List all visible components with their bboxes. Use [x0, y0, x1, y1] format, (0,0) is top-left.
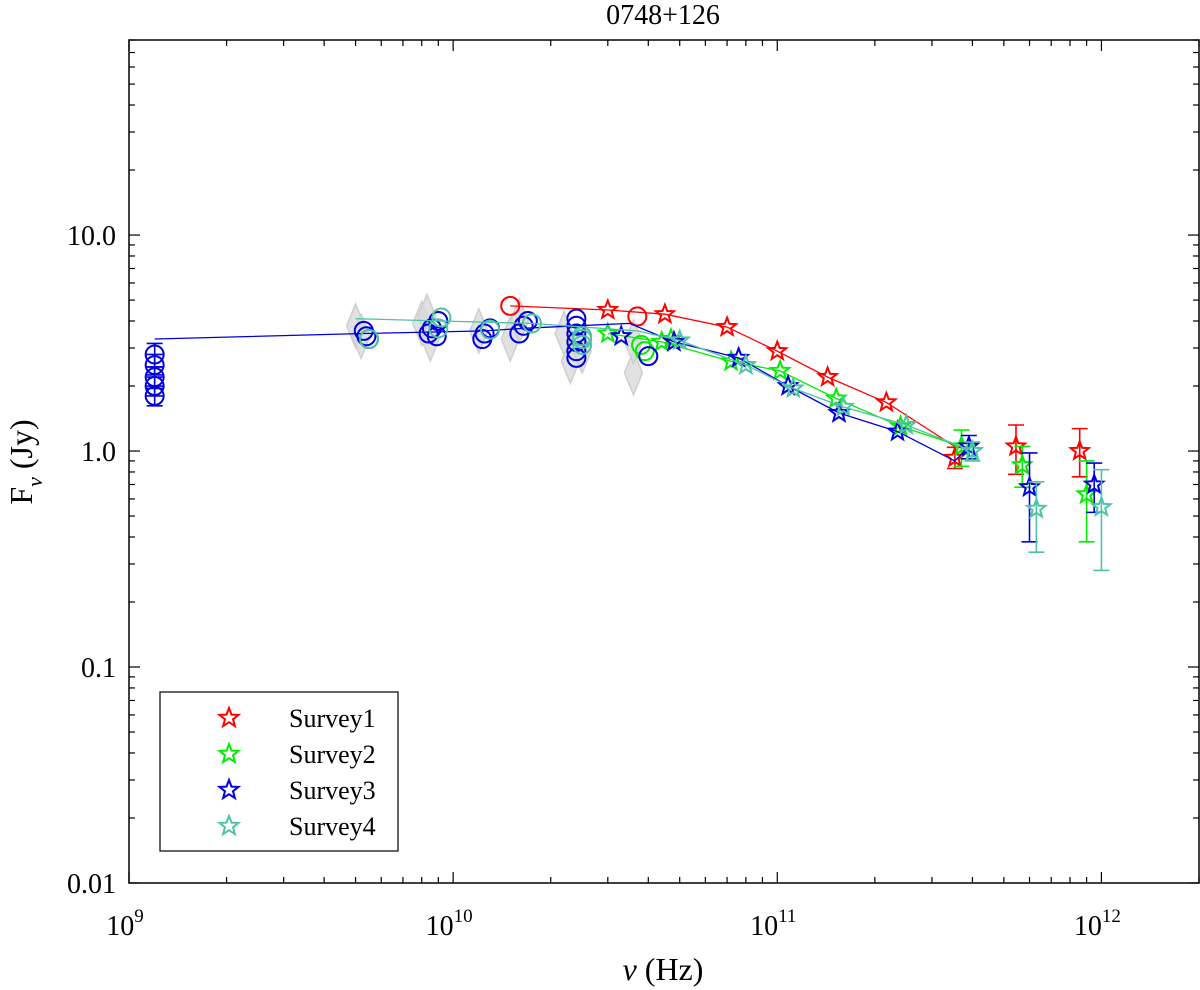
star-marker	[765, 338, 789, 362]
legend-label: Survey2	[289, 740, 376, 769]
y-tick-label: 10.0	[67, 221, 116, 252]
star-marker	[768, 358, 792, 381]
legend-star-icon	[216, 741, 242, 765]
star-marker	[715, 314, 739, 337]
circle-marker	[521, 313, 542, 334]
circle-marker	[144, 376, 165, 397]
circle-marker	[572, 334, 593, 355]
axes-layer: 109 1010 1011 1012 0.01 0.1 1.0 10.0	[67, 39, 1200, 942]
series-survey1	[500, 295, 1092, 478]
circle-marker	[638, 346, 659, 367]
circle-marker	[500, 295, 521, 316]
star-marker	[668, 328, 692, 351]
series-line	[510, 305, 956, 448]
x-tick-label: 1010	[426, 906, 473, 942]
star-marker	[719, 349, 743, 372]
series-survey3	[144, 308, 1106, 543]
circle-marker	[418, 323, 439, 344]
circle-marker	[634, 341, 655, 362]
star-marker	[1024, 496, 1049, 519]
star-marker	[827, 400, 851, 424]
star-marker	[831, 394, 856, 417]
legend: Survey1 Survey2 Survey3 Survey4	[159, 691, 399, 852]
legend-star-icon	[216, 813, 242, 837]
circle-marker	[480, 319, 501, 340]
star-marker	[609, 323, 633, 347]
background-point	[623, 348, 644, 397]
star-marker	[596, 297, 620, 320]
star-marker	[815, 364, 840, 388]
circle-marker	[431, 307, 452, 328]
legend-star-icon	[216, 777, 242, 801]
star-marker	[874, 390, 899, 413]
series-survey4	[355, 307, 1114, 572]
star-marker	[1068, 438, 1092, 462]
star-marker	[653, 301, 677, 325]
star-marker	[1089, 494, 1114, 518]
y-tick-label: 1.0	[81, 437, 116, 468]
circle-marker	[474, 323, 495, 344]
circle-marker	[356, 326, 377, 347]
circle-marker	[627, 306, 648, 327]
star-marker	[596, 321, 620, 344]
y-axis-label: Fν (Jy)	[3, 419, 47, 504]
star-marker	[960, 438, 985, 462]
legend-box	[159, 691, 399, 852]
data-layer	[144, 295, 1114, 572]
x-tick-label: 1012	[1074, 906, 1121, 942]
circle-marker	[358, 329, 379, 350]
circle-marker	[144, 355, 165, 376]
legend-label: Survey1	[289, 704, 376, 733]
x-axis-label: ν (Hz)	[623, 951, 704, 987]
y-tick-label: 0.1	[81, 653, 116, 684]
legend-label: Survey3	[289, 776, 376, 805]
chart-title: 0748+126	[606, 0, 720, 31]
star-marker	[734, 352, 758, 376]
star-marker	[885, 419, 910, 442]
circle-marker	[144, 344, 165, 365]
x-tick-label: 1011	[750, 906, 796, 942]
star-marker	[1074, 482, 1099, 505]
star-marker	[894, 412, 919, 436]
circle-marker	[566, 308, 587, 329]
circle-marker	[572, 329, 593, 350]
legend-label: Survey4	[289, 812, 376, 841]
legend-entries: Survey1 Survey2 Survey3 Survey4	[216, 704, 376, 841]
star-marker	[957, 434, 981, 457]
circle-marker	[426, 326, 447, 347]
series-line	[607, 332, 962, 448]
x-tick-label: 109	[106, 906, 144, 942]
series-survey2	[596, 321, 1099, 543]
circle-marker	[517, 311, 538, 331]
circle-marker	[144, 385, 165, 406]
legend-star-icon	[216, 705, 242, 729]
circle-marker	[566, 347, 587, 368]
star-marker	[781, 376, 806, 399]
star-marker	[1004, 434, 1028, 457]
circle-marker	[513, 315, 534, 336]
y-tick-label: 0.01	[67, 869, 116, 900]
circle-marker	[428, 318, 449, 339]
